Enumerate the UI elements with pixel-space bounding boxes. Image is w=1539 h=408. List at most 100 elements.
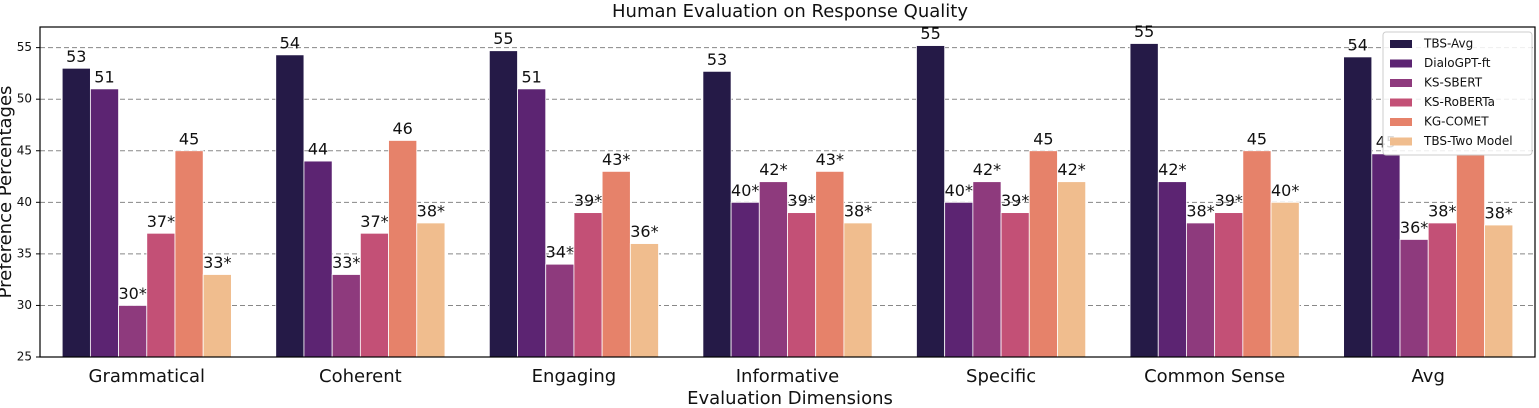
value-label: 37* xyxy=(360,212,388,231)
bar xyxy=(118,305,148,358)
bar xyxy=(815,170,845,358)
value-label: 42* xyxy=(1158,160,1186,179)
value-label: 43* xyxy=(816,150,844,169)
y-tick-label: 40 xyxy=(17,195,32,209)
x-tick-label: Common Sense xyxy=(1144,366,1285,387)
value-label: 36* xyxy=(1400,218,1428,237)
value-label: 45 xyxy=(1247,129,1267,148)
bar xyxy=(1484,224,1514,358)
bar xyxy=(916,45,946,358)
bar xyxy=(573,212,603,358)
bar xyxy=(1057,181,1087,358)
y-tick-label: 30 xyxy=(17,298,32,312)
bar xyxy=(1270,201,1300,358)
value-label: 42* xyxy=(973,160,1001,179)
value-label: 33* xyxy=(203,253,231,272)
value-label: 39* xyxy=(1001,191,1029,210)
legend-label: TBS-Two Model xyxy=(1423,134,1513,148)
legend-swatch xyxy=(1390,137,1412,146)
value-label: 33* xyxy=(332,253,360,272)
bar xyxy=(629,243,659,358)
legend-swatch xyxy=(1390,98,1412,107)
x-tick-label: Engaging xyxy=(532,366,617,387)
chart-title: Human Evaluation on Response Quality xyxy=(612,1,968,22)
value-label: 45 xyxy=(1033,129,1053,148)
value-label: 53 xyxy=(66,47,86,66)
legend-label: KS-SBERT xyxy=(1424,76,1483,90)
value-label: 38* xyxy=(1485,204,1513,223)
bar xyxy=(972,181,1002,358)
bar xyxy=(1129,43,1159,358)
value-label: 38* xyxy=(844,201,872,220)
value-label: 38* xyxy=(1428,201,1456,220)
value-label: 53 xyxy=(707,50,727,69)
bar xyxy=(1242,150,1272,358)
value-label: 40* xyxy=(731,181,759,200)
x-axis-label: Evaluation Dimensions xyxy=(687,388,893,408)
plot-frame xyxy=(39,26,1536,358)
value-label: 39* xyxy=(1215,191,1243,210)
legend-label: DialoGPT-ft xyxy=(1424,56,1491,70)
y-tick-label: 35 xyxy=(17,246,32,260)
bar xyxy=(202,274,232,358)
bar xyxy=(89,88,119,358)
bar xyxy=(488,50,518,358)
bar xyxy=(174,150,204,358)
bar xyxy=(416,222,446,358)
bar xyxy=(787,212,817,358)
value-label: 51 xyxy=(94,67,114,86)
legend-swatch xyxy=(1390,118,1412,126)
value-label: 54 xyxy=(280,33,300,52)
value-label: 42* xyxy=(759,160,787,179)
y-tick-label: 45 xyxy=(17,143,32,157)
legend-swatch xyxy=(1390,59,1412,68)
legend: TBS-Avg DialoGPT-ft KS-SBERT KS-RoBERTa KG-C… xyxy=(1382,31,1533,156)
bar xyxy=(1343,56,1373,358)
bar xyxy=(1456,154,1486,358)
y-axis-label: Preference Percentages xyxy=(0,86,16,299)
value-label: 43* xyxy=(602,150,630,169)
value-label: 54 xyxy=(1348,35,1368,54)
value-label: 38* xyxy=(1186,201,1214,220)
x-tick-label: Grammatical xyxy=(89,366,205,387)
legend-label: KS-RoBERTa xyxy=(1424,95,1495,109)
value-label: 55 xyxy=(920,24,940,43)
legend-box xyxy=(1382,31,1533,156)
y-tick-label: 50 xyxy=(17,92,32,106)
bar xyxy=(1157,181,1187,358)
value-label: 36* xyxy=(630,222,658,241)
bar xyxy=(303,160,333,358)
value-label: 40* xyxy=(945,181,973,200)
y-tick-label: 55 xyxy=(17,40,32,54)
value-label: 46 xyxy=(392,119,412,138)
bar xyxy=(275,54,305,358)
value-label: 30* xyxy=(119,284,147,303)
bar xyxy=(730,201,760,358)
y-tick-label: 25 xyxy=(17,350,32,364)
bar xyxy=(601,170,631,358)
legend-swatch xyxy=(1390,40,1412,48)
value-label: 55 xyxy=(493,29,513,48)
value-label: 38* xyxy=(417,201,445,220)
x-tick-label: Informative xyxy=(736,366,840,387)
value-label: 51 xyxy=(521,67,541,86)
bar xyxy=(388,140,418,358)
value-label: 45 xyxy=(179,129,199,148)
value-label: 39* xyxy=(574,191,602,210)
value-label: 42* xyxy=(1057,160,1085,179)
value-label: 44 xyxy=(308,140,328,159)
bar xyxy=(545,263,575,358)
x-tick-label: Avg xyxy=(1412,366,1445,387)
bar xyxy=(1214,212,1244,358)
bar xyxy=(1000,212,1030,358)
bar xyxy=(359,232,389,358)
legend-label: TBS-Avg xyxy=(1423,37,1473,51)
legend-swatch xyxy=(1390,79,1412,87)
bar xyxy=(702,70,732,358)
bar xyxy=(1399,239,1429,358)
bar xyxy=(146,232,176,358)
x-tick-label: Specific xyxy=(966,366,1036,387)
x-tick-label: Coherent xyxy=(319,366,402,387)
bar xyxy=(1028,150,1058,358)
